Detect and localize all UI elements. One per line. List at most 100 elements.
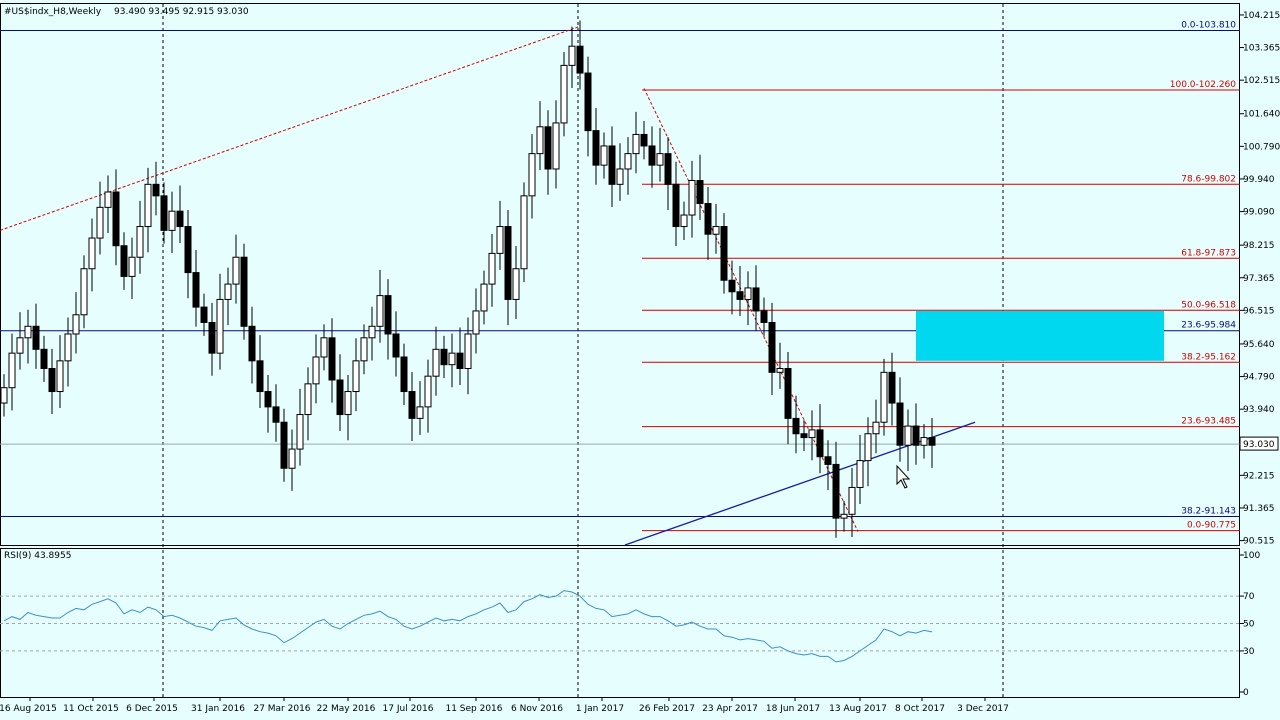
price-tick-label-6: 99.090 [1243,208,1275,218]
candle-body-89 [712,226,720,235]
candle-body-103 [824,456,832,465]
candle-body-21 [168,210,176,231]
date-tick-label-14: 8 Oct 2017 [895,704,945,714]
last-price-box [1239,436,1279,451]
fib-label-3: 61.8-97.873 [1181,248,1236,258]
last-price-label: 93.030 [1243,440,1275,450]
candle-body-93 [744,287,752,300]
candle-body-106 [848,486,856,515]
candle-body-91 [728,279,736,293]
candle-body-44 [352,360,360,393]
candle-body-42 [336,379,344,416]
price-tick-label-16: 90.515 [1243,537,1275,547]
price-tick-label-11: 94.790 [1243,373,1275,383]
rsi-tick-label-4: 0 [1243,688,1249,698]
date-tick-label-13: 13 Aug 2017 [829,704,887,714]
candle-body-4 [32,325,40,350]
candle-body-28 [224,283,232,300]
candle-body-18 [144,183,152,228]
candle-body-39 [312,356,320,385]
candlesticks [0,20,936,538]
resistance-zone[interactable] [916,310,1164,361]
candle-body-11 [88,237,96,270]
candle-body-66 [528,153,536,197]
candle-body-104 [832,463,840,519]
price-tick-label-8: 97.365 [1243,274,1275,284]
candle-body-83 [664,153,672,185]
candle-body-112 [896,402,904,446]
candle-body-47 [376,295,384,327]
candle-body-114 [912,425,920,446]
fib-label-8: 38.2-91.143 [1181,506,1236,516]
candle-body-71 [568,45,576,66]
candle-body-14 [112,191,120,247]
candle-body-33 [264,391,272,408]
candle-body-6 [48,368,56,393]
candle-body-1 [8,352,16,389]
candle-body-8 [64,333,72,362]
candle-body-9 [72,314,80,335]
candle-body-27 [216,298,224,354]
candle-body-5 [40,348,48,370]
fib-label-9: 0.0-90.775 [1187,521,1236,531]
date-tick-label-6: 17 Jul 2016 [383,704,434,714]
candle-body-16 [128,256,136,277]
fib-label-2: 78.6-99.802 [1181,174,1236,184]
candle-body-49 [392,333,400,358]
price-tick-label-7: 98.215 [1243,241,1275,251]
candle-body-45 [360,337,368,362]
candle-body-13 [104,191,112,208]
date-tick-label-2: 6 Dec 2015 [126,704,178,714]
candle-body-60 [480,283,488,312]
candle-body-81 [648,145,656,166]
candle-body-0 [0,387,8,404]
candle-body-101 [808,429,816,439]
zone-rect [916,310,1164,361]
fib-anchor-line [643,88,859,532]
candle-body-54 [432,348,440,377]
candle-body-70 [560,64,568,124]
candle-body-2 [16,337,24,354]
candle-body-43 [344,391,352,416]
fib-label-5: 23.6-95.984 [1181,321,1236,331]
candle-body-107 [856,460,864,488]
rsi-tick-label-0: 100 [1243,551,1260,561]
candle-body-7 [56,360,64,393]
price-tick-label-12: 93.940 [1243,405,1275,415]
candle-body-24 [192,272,200,308]
date-tick-label-1: 11 Oct 2015 [63,704,119,714]
candle-body-3 [24,325,32,339]
rsi-tick-label-1: 70 [1243,592,1255,602]
price-tick-label-10: 95.640 [1243,340,1275,350]
candle-body-74 [592,130,600,166]
date-tick-label-5: 22 May 2016 [317,704,376,714]
rsi-tick-label-3: 30 [1243,647,1255,657]
candle-body-110 [880,371,888,423]
candle-body-63 [504,226,512,300]
price-tick-label-14: 92.215 [1243,471,1275,481]
ohlc-values: 93.490 93.495 92.915 93.030 [114,7,249,17]
candle-body-94 [752,287,760,312]
rsi-tick-label-2: 50 [1243,620,1255,630]
candle-body-72 [576,45,584,74]
candle-body-46 [368,325,376,339]
price-tick-label-5: 99.940 [1243,175,1275,185]
candle-body-78 [624,153,632,170]
candle-body-50 [400,356,408,393]
candle-body-111 [888,371,896,404]
candle-body-98 [784,368,792,419]
date-tick-label-7: 11 Sep 2016 [445,704,502,714]
candle-body-90 [720,226,728,281]
chart-title: #US$indx_H8,Weekly [4,7,102,17]
candle-body-29 [232,256,240,285]
fibonacci-levels[interactable]: 0.0-103.810 100.0-102.260 78.6-99.802 61.8-… [0,20,1240,532]
candle-body-17 [136,226,144,258]
candle-body-12 [96,206,104,239]
candle-body-51 [408,391,416,419]
axes: 104.215 103.365 102.515 101.640 100.790 99.94… [0,11,1280,714]
candle-body-68 [544,126,552,170]
candle-body-86 [688,179,696,216]
candle-body-56 [448,352,456,366]
candle-body-115 [920,437,928,446]
